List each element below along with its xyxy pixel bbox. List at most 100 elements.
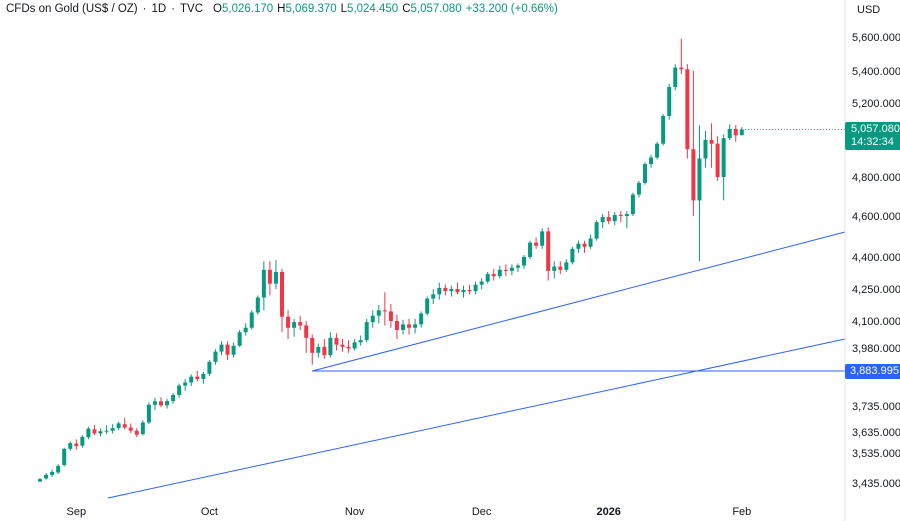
candle[interactable] [104, 425, 109, 435]
candle[interactable] [691, 71, 696, 216]
candle[interactable] [721, 134, 726, 201]
candle[interactable] [152, 397, 157, 410]
candle[interactable] [273, 260, 278, 289]
candle[interactable] [479, 278, 484, 289]
candle[interactable] [673, 64, 678, 91]
candle[interactable] [80, 435, 85, 448]
candle[interactable] [50, 469, 55, 478]
candle[interactable] [594, 220, 599, 241]
candle[interactable] [473, 281, 478, 295]
candle[interactable] [407, 318, 412, 335]
candle[interactable] [697, 125, 702, 262]
candle[interactable] [606, 211, 611, 225]
candle[interactable] [370, 310, 375, 328]
candle[interactable] [612, 212, 617, 226]
candle[interactable] [685, 64, 690, 159]
candle[interactable] [183, 378, 188, 391]
candle[interactable] [316, 343, 321, 358]
candle[interactable] [261, 261, 266, 311]
candle[interactable] [165, 398, 170, 409]
candle[interactable] [267, 261, 272, 296]
candle[interactable] [600, 214, 605, 229]
support-level-tag[interactable]: 3,883.995 [845, 364, 900, 379]
candle[interactable] [655, 141, 660, 160]
candle[interactable] [449, 285, 454, 297]
candle[interactable] [364, 318, 369, 343]
candle[interactable] [92, 424, 97, 436]
candle[interactable] [630, 192, 635, 216]
candle[interactable] [661, 114, 666, 146]
candle[interactable] [134, 428, 139, 438]
candle[interactable] [243, 323, 248, 336]
candle[interactable] [643, 162, 647, 185]
candle[interactable] [522, 254, 526, 269]
candle[interactable] [159, 397, 163, 408]
candle[interactable] [334, 333, 339, 351]
candle[interactable] [189, 374, 194, 387]
candle[interactable] [576, 240, 581, 253]
candle[interactable] [546, 227, 551, 281]
candle[interactable] [122, 417, 127, 430]
candle[interactable] [437, 282, 442, 300]
candle[interactable] [213, 349, 218, 365]
candle[interactable] [582, 240, 587, 253]
candle[interactable] [146, 402, 151, 425]
candle[interactable] [503, 264, 508, 277]
candle[interactable] [467, 284, 472, 295]
candle[interactable] [679, 38, 684, 75]
candle[interactable] [485, 271, 490, 284]
candle[interactable] [255, 295, 260, 315]
candle[interactable] [352, 339, 357, 351]
candle[interactable] [74, 439, 79, 450]
candle[interactable] [171, 393, 176, 404]
candle[interactable] [44, 473, 49, 480]
interval-label[interactable]: 1D [151, 3, 167, 15]
candle[interactable] [219, 341, 224, 356]
candle[interactable] [425, 296, 430, 316]
candle[interactable] [110, 424, 115, 434]
candle[interactable] [715, 136, 720, 181]
candle[interactable] [401, 319, 405, 335]
candle[interactable] [68, 441, 73, 451]
candle[interactable] [98, 428, 103, 437]
candle[interactable] [515, 263, 520, 272]
candle[interactable] [461, 285, 466, 298]
symbol-name[interactable]: CFDs on Gold (US$ / OZ) [6, 3, 138, 15]
candle[interactable] [346, 340, 351, 353]
candle[interactable] [376, 305, 381, 324]
candle[interactable] [394, 314, 399, 339]
candle[interactable] [413, 318, 418, 334]
candle[interactable] [552, 261, 557, 279]
candle[interactable] [310, 334, 315, 365]
candle[interactable] [195, 370, 200, 382]
candle[interactable] [286, 310, 291, 339]
candle[interactable] [177, 383, 182, 398]
candle[interactable] [431, 289, 436, 304]
candle[interactable] [86, 426, 91, 440]
candle[interactable] [56, 464, 61, 474]
candle[interactable] [636, 180, 641, 198]
candle[interactable] [328, 332, 333, 358]
candle[interactable] [618, 211, 623, 223]
candle[interactable] [237, 330, 242, 347]
candle[interactable] [419, 311, 424, 328]
candle[interactable] [62, 447, 67, 467]
candle[interactable] [38, 477, 42, 483]
candle[interactable] [207, 359, 212, 377]
candle[interactable] [128, 423, 133, 434]
candle[interactable] [733, 125, 738, 142]
candle[interactable] [709, 123, 714, 168]
candle[interactable] [739, 127, 744, 136]
candle[interactable] [304, 321, 309, 353]
candle[interactable] [491, 268, 496, 281]
candle[interactable] [509, 264, 514, 276]
candle[interactable] [624, 211, 629, 229]
candle[interactable] [727, 124, 732, 140]
candle[interactable] [298, 315, 303, 330]
candle[interactable] [388, 303, 393, 328]
candle[interactable] [201, 371, 206, 384]
candle[interactable] [649, 154, 654, 168]
candle[interactable] [322, 339, 327, 359]
trendline-upper[interactable] [312, 231, 846, 372]
candle[interactable] [140, 420, 145, 436]
